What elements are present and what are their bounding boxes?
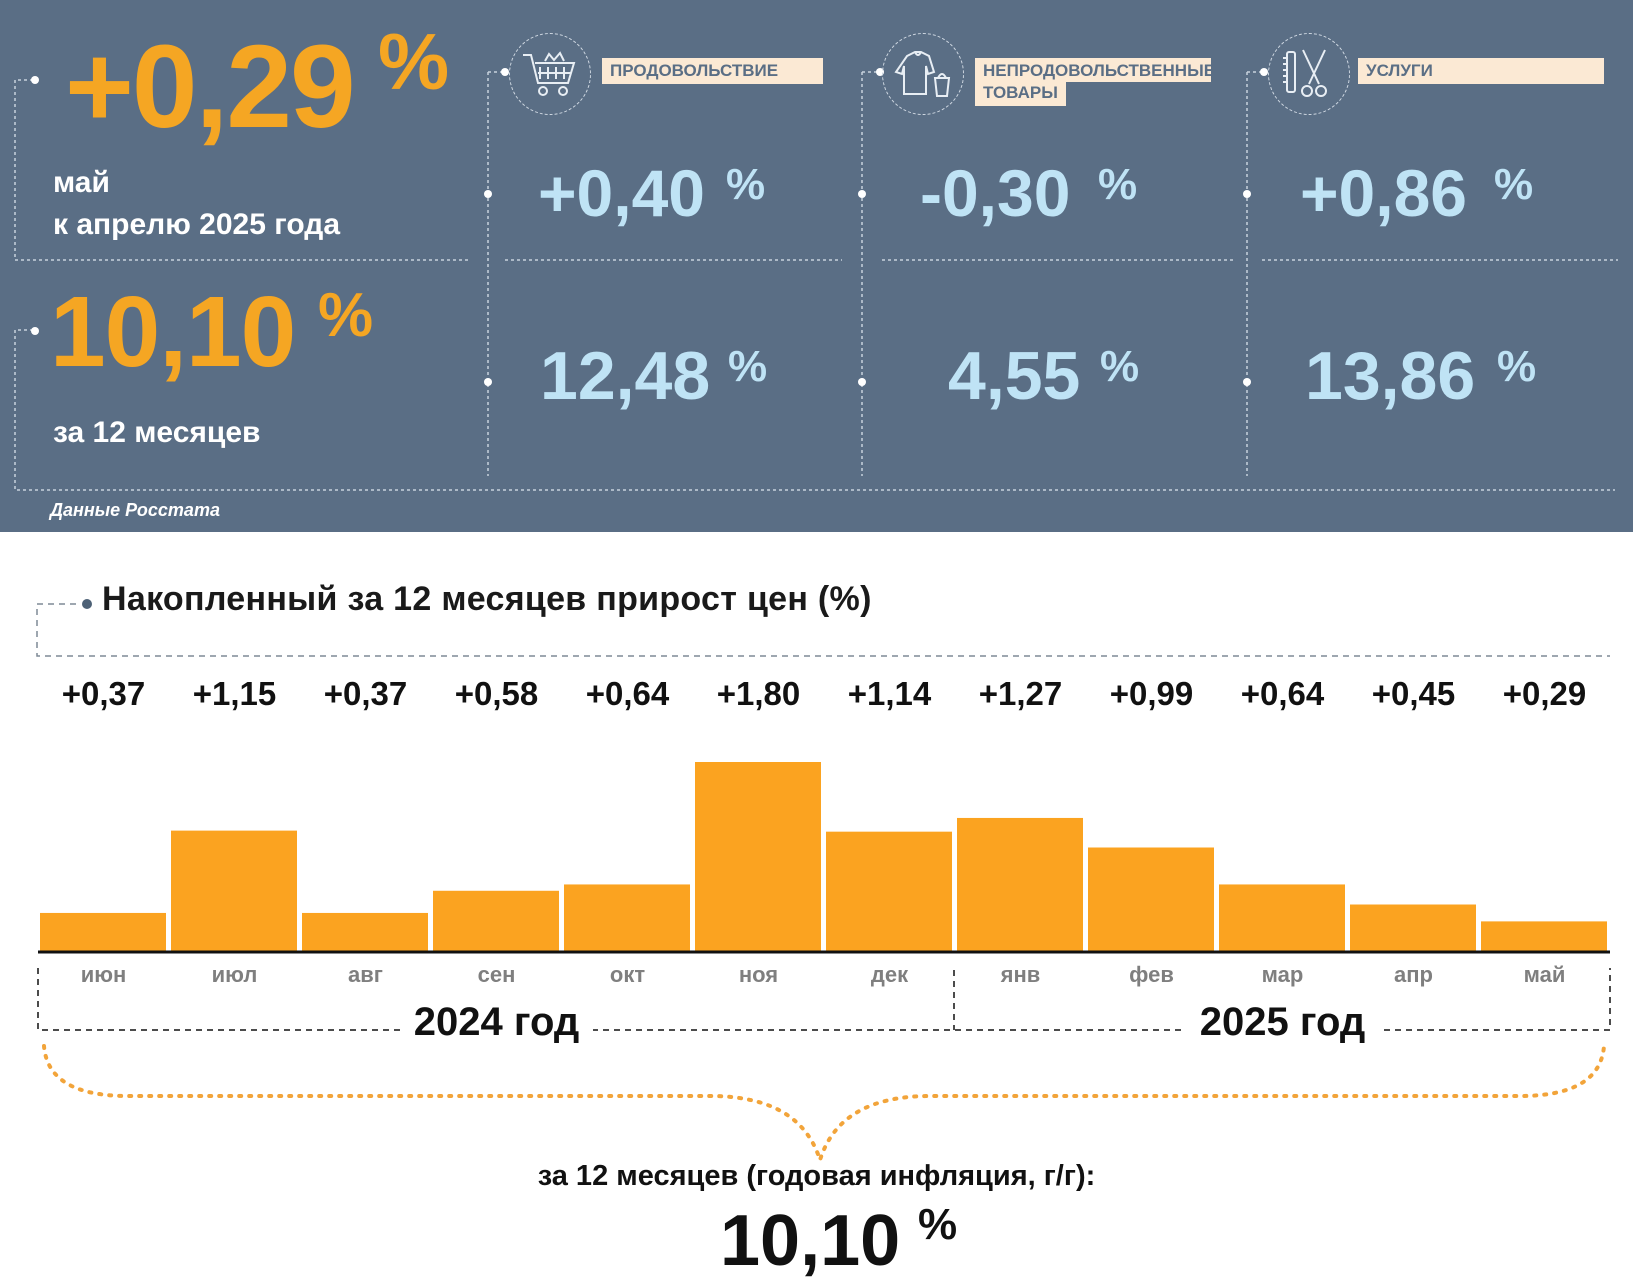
nonfood-annual-unit: % — [1100, 342, 1140, 391]
services-annual-value: 13,86 — [1305, 338, 1476, 414]
month-label-мар: мар — [1261, 962, 1304, 987]
bar-дек — [826, 831, 952, 952]
summary-panel: +0,29 % май к апрелю 2025 года 10,10 % з… — [0, 0, 1633, 532]
month-label-июн: июн — [80, 962, 127, 987]
monthly-caption-month: май — [53, 166, 110, 199]
bar-окт — [564, 884, 690, 952]
category-label-nonfood-line2: ТОВАРЫ — [983, 83, 1058, 102]
services-annual-unit: % — [1497, 342, 1537, 391]
bar-сен — [433, 890, 559, 952]
year-label-0: 2024 год — [399, 1000, 594, 1045]
value-label-дек: +1,14 — [847, 675, 932, 712]
month-label-дек: дек — [870, 962, 909, 987]
clothing-bag-icon — [882, 33, 964, 115]
value-label-ноя: +1,80 — [716, 675, 801, 712]
bar-июл — [171, 830, 297, 952]
bar-июн — [40, 912, 166, 952]
month-label-янв: янв — [1000, 962, 1041, 987]
bar-group — [40, 762, 1607, 952]
bar-фев — [1088, 847, 1214, 952]
category-label-nonfood-line1: НЕПРОДОВОЛЬСТВЕННЫЕ — [983, 61, 1216, 80]
month-label-фев: фев — [1129, 962, 1174, 987]
annual-caption: за 12 месяцев — [53, 416, 261, 449]
chart-title: Накопленный за 12 месяцев прирост цен (%… — [102, 580, 872, 618]
value-label-мар: +0,64 — [1240, 675, 1325, 712]
value-label-сен: +0,58 — [454, 675, 539, 712]
bar-май — [1481, 921, 1607, 952]
month-label-май: май — [1523, 962, 1566, 987]
annual-total-value: 10,10 — [50, 276, 296, 388]
services-monthly-value: +0,86 — [1300, 156, 1467, 230]
bar-мар — [1219, 884, 1345, 952]
category-label-food: ПРОДОВОЛЬСТВИЕ — [602, 58, 823, 84]
bar-ноя — [695, 762, 821, 952]
food-monthly-value: +0,40 — [538, 156, 705, 230]
category-label-nonfood-line2-box: ТОВАРЫ — [975, 80, 1066, 106]
annual-inflation-value: 10,10 — [720, 1201, 901, 1281]
category-label-services: УСЛУГИ — [1358, 58, 1604, 84]
data-source: Данные Росстата — [50, 500, 220, 520]
services-monthly-unit: % — [1494, 160, 1534, 209]
annual-brace — [42, 1044, 1606, 1167]
nonfood-annual-value: 4,55 — [948, 338, 1081, 414]
bar-апр — [1350, 904, 1476, 952]
year-label-1: 2025 год — [1185, 1000, 1380, 1045]
value-label-авг: +0,37 — [323, 675, 408, 712]
bar-янв — [957, 817, 1083, 952]
comb-scissors-icon — [1268, 33, 1350, 115]
nonfood-monthly-unit: % — [1098, 160, 1138, 209]
annual-inflation-unit: % — [918, 1200, 958, 1249]
bar-авг — [302, 912, 428, 952]
value-label-апр: +0,45 — [1371, 675, 1456, 712]
month-label-ноя: ноя — [738, 962, 779, 987]
value-label-фев: +0,99 — [1109, 675, 1194, 712]
value-label-окт: +0,64 — [585, 675, 670, 712]
monthly-caption-base: к апрелю 2025 года — [53, 208, 341, 241]
year-bracket-line — [37, 968, 1611, 1031]
value-label-май: +0,29 — [1502, 675, 1587, 712]
monthly-inflation-chart — [36, 599, 1611, 1167]
food-annual-value: 12,48 — [540, 338, 711, 414]
annual-inflation-caption: за 12 месяцев (годовая инфляция, г/г): — [537, 1160, 1096, 1192]
month-label-июл: июл — [211, 962, 258, 987]
shopping-cart-icon — [509, 33, 591, 115]
monthly-total-value: +0,29 — [65, 21, 356, 153]
monthly-total-unit: % — [378, 17, 450, 106]
month-label-апр: апр — [1394, 962, 1433, 987]
month-label-сен: сен — [477, 962, 516, 987]
month-label-авг: авг — [348, 962, 383, 987]
food-annual-unit: % — [728, 342, 768, 391]
nonfood-monthly-value: -0,30 — [920, 156, 1071, 230]
value-label-июн: +0,37 — [61, 675, 146, 712]
food-monthly-unit: % — [726, 160, 766, 209]
value-label-июл: +1,15 — [192, 675, 277, 712]
month-label-окт: окт — [609, 962, 646, 987]
value-label-янв: +1,27 — [978, 675, 1063, 712]
annual-total-unit: % — [318, 281, 374, 350]
category-label-nonfood: НЕПРОДОВОЛЬСТВЕННЫЕ — [975, 58, 1216, 82]
